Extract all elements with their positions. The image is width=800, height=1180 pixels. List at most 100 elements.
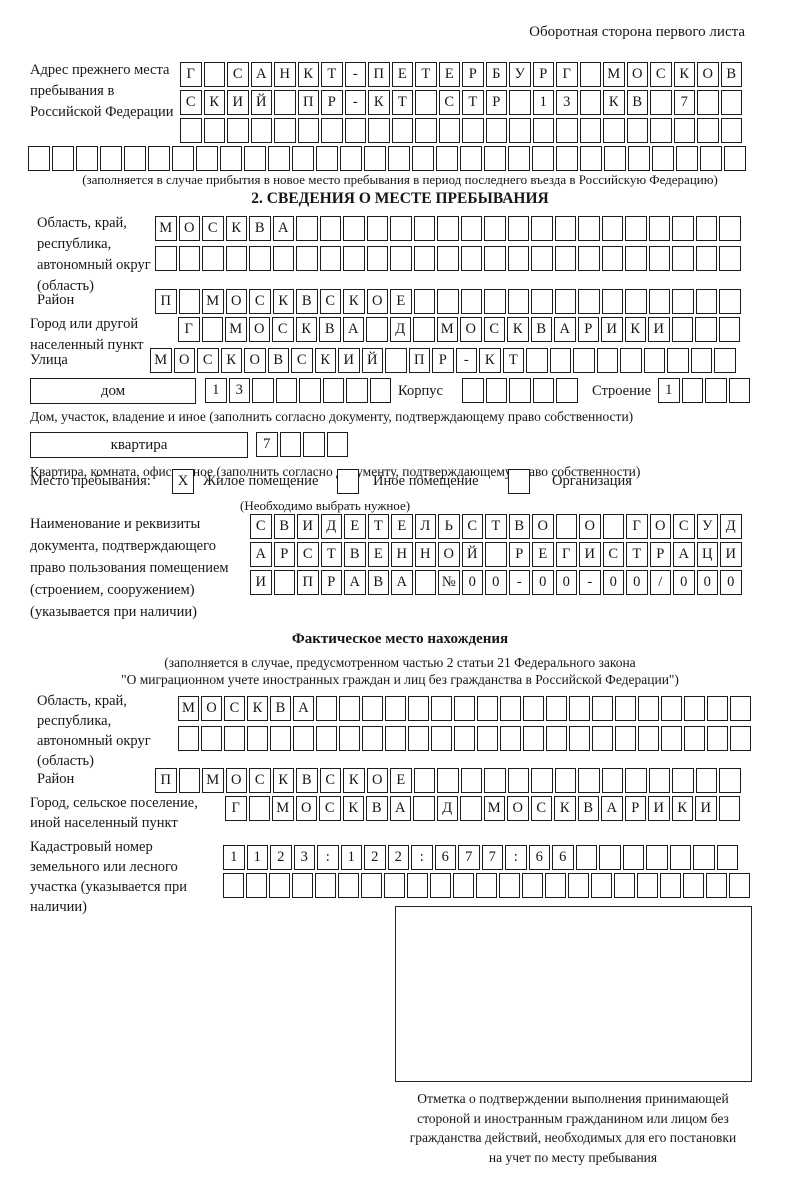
char-cell[interactable]: [293, 726, 314, 751]
char-cell[interactable]: [366, 317, 388, 342]
char-cell[interactable]: П: [155, 289, 177, 314]
char-cell[interactable]: [697, 90, 719, 115]
char-cell[interactable]: [268, 146, 290, 171]
char-cell[interactable]: [76, 146, 98, 171]
char-cell[interactable]: С: [673, 514, 695, 539]
char-cell[interactable]: [460, 796, 482, 821]
char-cell[interactable]: №: [438, 570, 460, 595]
char-cell[interactable]: [580, 146, 602, 171]
char-cell[interactable]: А: [391, 570, 413, 595]
char-cell[interactable]: [554, 246, 576, 271]
char-cell[interactable]: [362, 696, 383, 721]
char-cell[interactable]: [344, 118, 366, 143]
char-cell[interactable]: [453, 873, 474, 898]
char-cell[interactable]: К: [343, 768, 365, 793]
char-cell[interactable]: О: [244, 348, 266, 373]
char-cell[interactable]: [672, 768, 694, 793]
char-cell[interactable]: К: [297, 62, 319, 87]
char-cell[interactable]: [660, 873, 681, 898]
char-cell[interactable]: К: [479, 348, 501, 373]
char-cell[interactable]: [638, 696, 659, 721]
char-cell[interactable]: [695, 317, 717, 342]
char-cell[interactable]: Б: [485, 62, 507, 87]
char-cell[interactable]: [650, 118, 672, 143]
char-cell[interactable]: Р: [485, 90, 507, 115]
char-cell[interactable]: [601, 289, 623, 314]
char-cell[interactable]: 3: [293, 845, 315, 870]
char-cell[interactable]: [554, 768, 576, 793]
char-cell[interactable]: 0: [555, 570, 577, 595]
char-cell[interactable]: Й: [250, 90, 272, 115]
char-cell[interactable]: [719, 289, 741, 314]
char-cell[interactable]: [460, 768, 482, 793]
char-cell[interactable]: [52, 146, 74, 171]
char-cell[interactable]: [507, 246, 529, 271]
char-cell[interactable]: [724, 146, 746, 171]
char-cell[interactable]: [718, 317, 740, 342]
char-cell[interactable]: К: [342, 796, 364, 821]
char-cell[interactable]: А: [293, 696, 314, 721]
char-cell[interactable]: [683, 873, 704, 898]
char-cell[interactable]: Р: [577, 317, 599, 342]
char-cell[interactable]: [706, 873, 727, 898]
char-cell[interactable]: [201, 726, 222, 751]
char-cell[interactable]: [339, 696, 360, 721]
char-cell[interactable]: [484, 216, 506, 241]
char-cell[interactable]: [729, 873, 750, 898]
char-cell[interactable]: [719, 768, 741, 793]
char-cell[interactable]: М: [603, 62, 625, 87]
char-cell[interactable]: [203, 62, 225, 87]
char-cell[interactable]: 0: [696, 570, 718, 595]
char-cell[interactable]: [509, 90, 531, 115]
char-cell[interactable]: [415, 118, 437, 143]
char-cell[interactable]: [672, 216, 694, 241]
char-cell[interactable]: [172, 146, 194, 171]
char-cell[interactable]: [296, 246, 318, 271]
char-cell[interactable]: [522, 873, 543, 898]
char-cell[interactable]: [700, 146, 722, 171]
char-cell[interactable]: [408, 726, 429, 751]
char-cell[interactable]: [705, 378, 727, 403]
char-cell[interactable]: А: [344, 570, 366, 595]
char-cell[interactable]: [673, 118, 695, 143]
char-cell[interactable]: 6: [552, 845, 574, 870]
char-cell[interactable]: В: [626, 90, 648, 115]
char-cell[interactable]: [385, 348, 407, 373]
char-cell[interactable]: [690, 348, 712, 373]
char-cell[interactable]: [273, 570, 295, 595]
char-cell[interactable]: И: [648, 796, 670, 821]
char-cell[interactable]: [579, 90, 601, 115]
char-cell[interactable]: [554, 216, 576, 241]
char-cell[interactable]: М: [178, 696, 199, 721]
char-cell[interactable]: [178, 768, 200, 793]
char-cell[interactable]: [638, 726, 659, 751]
char-cell[interactable]: Н: [414, 542, 436, 567]
char-cell[interactable]: [297, 118, 319, 143]
char-cell[interactable]: [615, 696, 636, 721]
char-cell[interactable]: [343, 216, 365, 241]
char-cell[interactable]: [716, 845, 738, 870]
char-cell[interactable]: 1: [658, 378, 680, 403]
char-cell[interactable]: Р: [320, 570, 342, 595]
char-cell[interactable]: [224, 726, 245, 751]
char-cell[interactable]: [202, 246, 224, 271]
char-cell[interactable]: И: [338, 348, 360, 373]
char-cell[interactable]: Е: [391, 514, 413, 539]
char-cell[interactable]: [437, 216, 459, 241]
char-cell[interactable]: [592, 696, 613, 721]
char-cell[interactable]: Р: [649, 542, 671, 567]
char-cell[interactable]: 7: [673, 90, 695, 115]
char-cell[interactable]: О: [626, 62, 648, 87]
char-cell[interactable]: [661, 696, 682, 721]
char-cell[interactable]: К: [225, 216, 247, 241]
char-cell[interactable]: Д: [320, 514, 342, 539]
char-cell[interactable]: И: [227, 90, 249, 115]
char-cell[interactable]: 7: [481, 845, 503, 870]
char-cell[interactable]: [319, 216, 341, 241]
char-cell[interactable]: [684, 726, 705, 751]
char-cell[interactable]: М: [272, 796, 294, 821]
char-cell[interactable]: О: [532, 514, 554, 539]
char-cell[interactable]: С: [483, 317, 505, 342]
char-cell[interactable]: [460, 289, 482, 314]
char-cell[interactable]: 0: [720, 570, 742, 595]
